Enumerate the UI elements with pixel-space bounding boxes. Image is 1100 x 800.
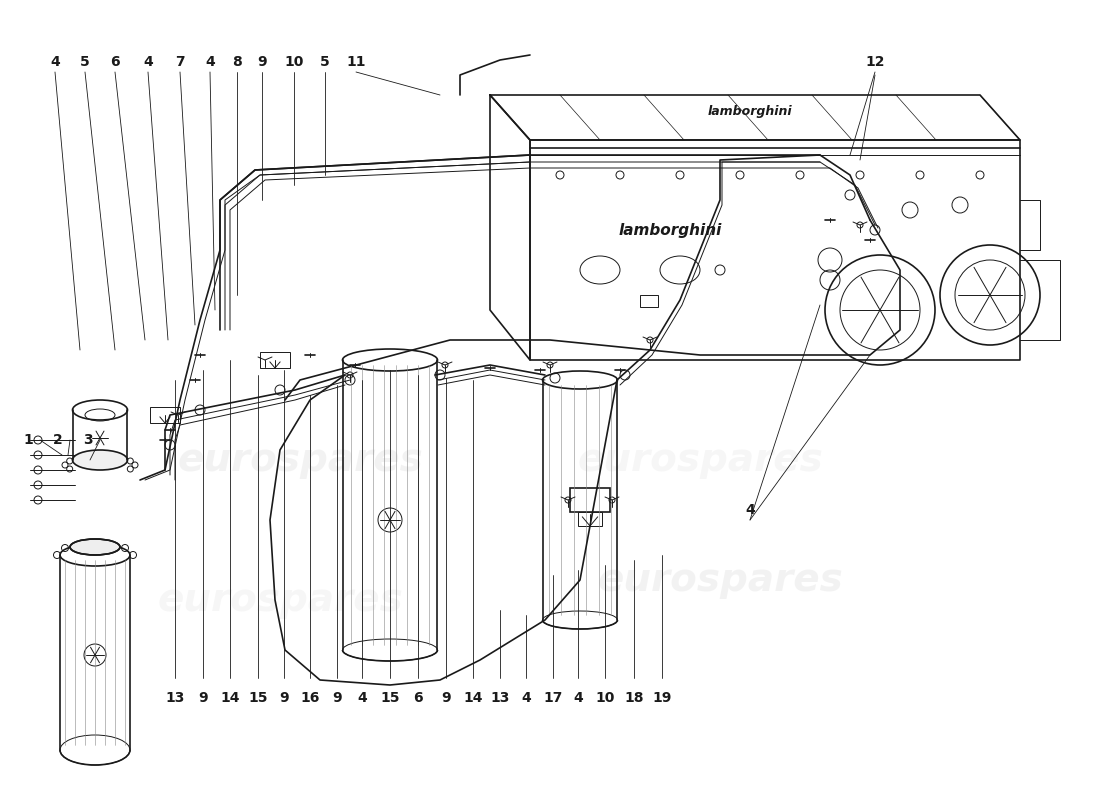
Text: eurospares: eurospares [177,441,422,479]
Text: 5: 5 [80,55,90,69]
Ellipse shape [73,450,128,470]
Text: 4: 4 [573,691,583,705]
Text: 19: 19 [652,691,672,705]
Text: 15: 15 [249,691,267,705]
Text: eurospares: eurospares [578,441,823,479]
Ellipse shape [70,539,120,555]
Text: 4: 4 [51,55,59,69]
Text: 9: 9 [332,691,342,705]
Text: 9: 9 [279,691,289,705]
Text: 5: 5 [320,55,330,69]
Text: 18: 18 [625,691,644,705]
Text: 9: 9 [257,55,267,69]
Text: 17: 17 [543,691,563,705]
Text: 13: 13 [165,691,185,705]
Text: 3: 3 [84,433,92,447]
Text: 4: 4 [521,691,531,705]
Text: 6: 6 [110,55,120,69]
Text: 4: 4 [358,691,367,705]
Bar [150,407,180,423]
Text: 1: 1 [23,433,33,447]
Bar [570,488,611,512]
Text: 14: 14 [220,691,240,705]
Bar [640,295,658,307]
Text: 15: 15 [381,691,399,705]
Text: lamborghini: lamborghini [618,222,722,238]
Text: 9: 9 [198,691,208,705]
Text: 6: 6 [414,691,422,705]
Text: 4: 4 [143,55,153,69]
Text: 7: 7 [175,55,185,69]
Text: 2: 2 [53,433,63,447]
Text: eurospares: eurospares [597,561,843,599]
Text: 10: 10 [284,55,304,69]
Text: eurospares: eurospares [157,581,403,619]
Text: 9: 9 [441,691,451,705]
Text: 13: 13 [491,691,509,705]
Bar [260,352,290,368]
Text: 14: 14 [463,691,483,705]
Text: 10: 10 [595,691,615,705]
Text: 4: 4 [205,55,214,69]
Text: 8: 8 [232,55,242,69]
Text: 12: 12 [866,55,884,69]
Text: 11: 11 [346,55,365,69]
Text: 16: 16 [300,691,320,705]
Text: 4: 4 [745,503,755,517]
Bar [578,512,602,526]
Text: lamborghini: lamborghini [707,106,792,118]
